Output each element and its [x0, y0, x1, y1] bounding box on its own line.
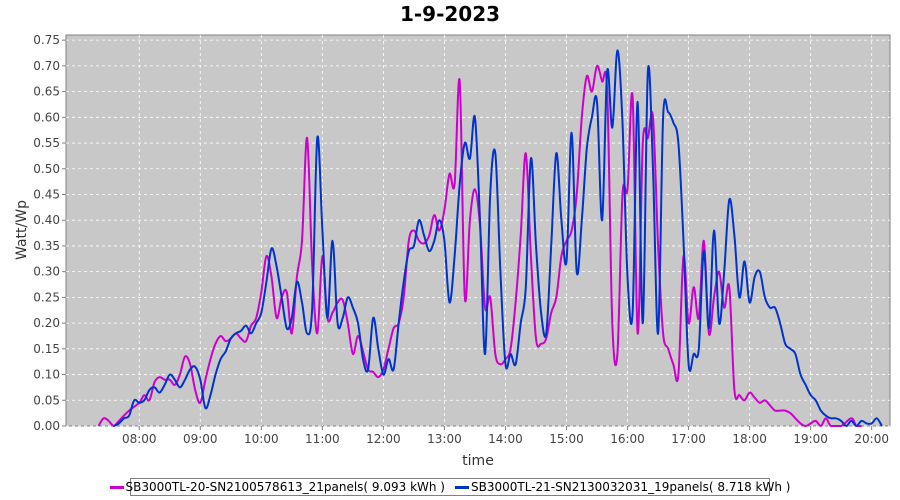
chart-title: 1-9-2023 [399, 2, 501, 26]
legend-label-series-1: SB3000TL-20-SN2100578613_21panels( 9.093… [125, 480, 445, 494]
y-tick-label: 0.00 [33, 419, 60, 433]
x-tick-label: 19:00 [793, 432, 828, 446]
plot-background [65, 34, 891, 427]
y-tick-label: 0.15 [33, 342, 60, 356]
y-tick-label: 0.55 [33, 136, 60, 150]
x-tick-label: 13:00 [427, 432, 462, 446]
y-tick-label: 0.25 [33, 290, 60, 304]
x-axis-label: time [462, 453, 494, 469]
series-lines [97, 49, 883, 427]
legend-swatch-series-1 [109, 485, 124, 489]
x-tick-label: 17:00 [671, 432, 706, 446]
x-tick-label: 10:00 [244, 432, 279, 446]
series-line-2 [113, 49, 883, 427]
legend: SB3000TL-20-SN2100578613_21panels( 9.093… [109, 478, 790, 496]
y-tick-label: 0.40 [33, 213, 60, 227]
y-axis-label: Watt/Wp [14, 200, 30, 260]
y-tick-label: 0.60 [33, 110, 60, 124]
x-tick-label: 08:00 [122, 432, 157, 446]
y-tick-label: 0.70 [33, 59, 60, 73]
y-tick-label: 0.20 [33, 316, 60, 330]
axes: 0.00 0.05 0.10 0.15 0.20 0.25 0.30 0.35 0.40 0.45… [33, 33, 889, 446]
x-tick-label: 18:00 [732, 432, 767, 446]
legend-label-series-2: SB3000TL-21-SN2130032031_19panels( 8.718… [471, 480, 791, 494]
y-tick-label: 0.10 [33, 368, 60, 382]
y-tick-label: 0.75 [33, 33, 60, 47]
y-tick-label: 0.45 [33, 187, 60, 201]
line-chart: 0.00 0.05 0.10 0.15 0.20 0.25 0.30 0.35 0.40 0.45… [14, 33, 891, 469]
x-tick-label: 09:00 [183, 432, 218, 446]
y-tick-label: 0.50 [33, 162, 60, 176]
y-tick-label: 0.65 [33, 85, 60, 99]
x-tick-label: 15:00 [549, 432, 584, 446]
x-tick-label: 12:00 [366, 432, 401, 446]
legend-item-series-2: SB3000TL-21-SN2130032031_19panels( 8.718… [455, 480, 790, 494]
y-tick-label: 0.35 [33, 239, 60, 253]
series-line-1 [97, 64, 862, 427]
legend-item-series-1: SB3000TL-20-SN2100578613_21panels( 9.093… [109, 480, 445, 494]
y-tick-label: 0.30 [33, 265, 60, 279]
x-tick-label: 20:00 [854, 432, 889, 446]
x-tick-label: 14:00 [488, 432, 523, 446]
legend-swatch-series-2 [455, 485, 469, 489]
x-tick-label: 16:00 [610, 432, 645, 446]
y-tick-label: 0.05 [33, 393, 60, 407]
x-tick-label: 11:00 [305, 432, 340, 446]
grid [66, 35, 890, 427]
